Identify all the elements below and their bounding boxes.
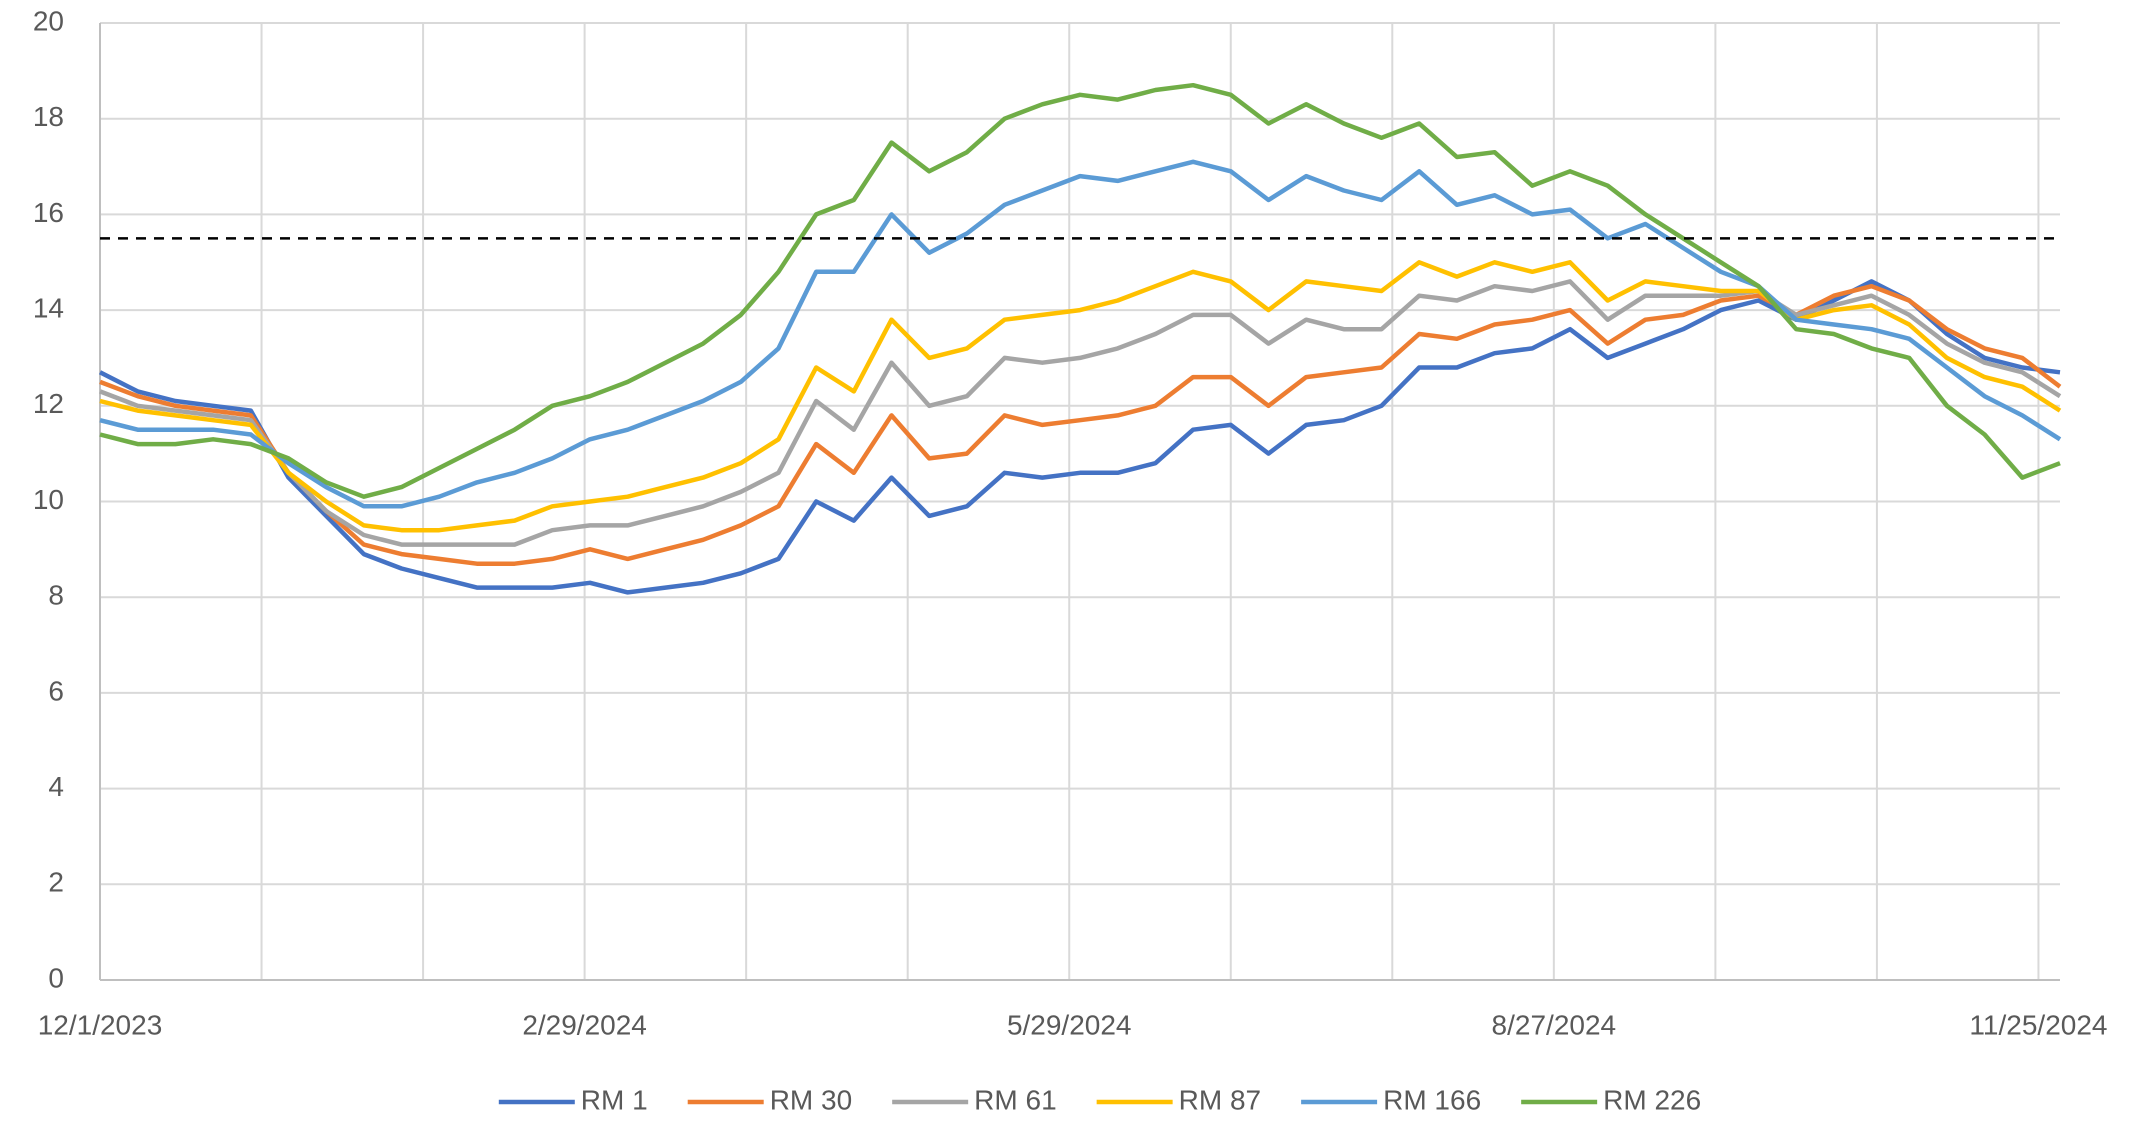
x-tick-label: 2/29/2024 [522, 1009, 647, 1040]
legend-label: RM 87 [1179, 1084, 1261, 1115]
y-tick-label: 2 [48, 867, 64, 898]
series-line [99, 283, 2062, 566]
y-tick-label: 12 [33, 388, 64, 419]
y-tick-label: 18 [33, 101, 64, 132]
legend-label: RM 61 [974, 1084, 1056, 1115]
series-line [99, 159, 2062, 509]
y-tick-label: 16 [33, 197, 64, 228]
x-tick-label: 8/27/2024 [1492, 1009, 1617, 1040]
series-line [99, 279, 2062, 547]
legend-label: RM 30 [770, 1084, 852, 1115]
legend-label: RM 226 [1603, 1084, 1701, 1115]
x-tick-label: 12/1/2023 [38, 1009, 163, 1040]
y-tick-label: 6 [48, 675, 64, 706]
series-line [99, 82, 2061, 499]
y-tick-label: 10 [33, 484, 64, 515]
series-line [99, 260, 2062, 533]
series-line [98, 279, 2061, 595]
y-tick-label: 8 [48, 580, 64, 611]
y-tick-label: 0 [48, 962, 64, 993]
x-tick-label: 5/29/2024 [1007, 1009, 1132, 1040]
y-tick-label: 14 [33, 292, 64, 323]
y-tick-label: 4 [48, 771, 64, 802]
x-tick-label: 11/25/2024 [1969, 1009, 2107, 1040]
legend-label: RM 1 [581, 1084, 648, 1115]
y-tick-label: 20 [33, 5, 64, 36]
legend-label: RM 166 [1383, 1084, 1481, 1115]
